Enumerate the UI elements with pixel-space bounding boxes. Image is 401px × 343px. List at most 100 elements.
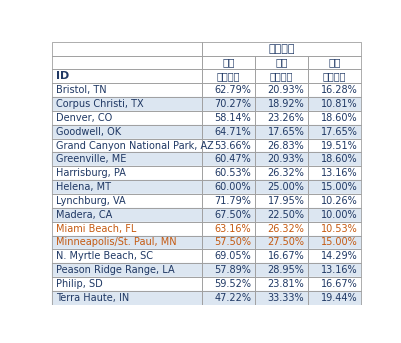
Polygon shape (52, 291, 201, 305)
Polygon shape (201, 152, 254, 166)
Text: 63.16%: 63.16% (214, 224, 251, 234)
Polygon shape (307, 111, 360, 125)
Text: 18.60%: 18.60% (320, 113, 356, 123)
Text: 行百分比: 行百分比 (216, 71, 239, 81)
Text: 19.44%: 19.44% (320, 293, 356, 303)
Text: Denver, CO: Denver, CO (55, 113, 111, 123)
Text: 70.27%: 70.27% (214, 99, 251, 109)
Text: 15.00%: 15.00% (320, 237, 356, 247)
Polygon shape (52, 208, 201, 222)
Polygon shape (307, 222, 360, 236)
Text: Bristol, TN: Bristol, TN (55, 85, 106, 95)
Polygon shape (201, 69, 254, 83)
Text: 64.71%: 64.71% (214, 127, 251, 137)
Polygon shape (201, 56, 254, 69)
Text: 20.93%: 20.93% (267, 154, 304, 164)
Text: ID: ID (55, 71, 69, 81)
Polygon shape (254, 125, 307, 139)
Polygon shape (307, 125, 360, 139)
Text: 18.92%: 18.92% (267, 99, 304, 109)
Text: 59.52%: 59.52% (214, 279, 251, 289)
Polygon shape (254, 111, 307, 125)
Text: Terra Haute, IN: Terra Haute, IN (55, 293, 128, 303)
Text: 23.81%: 23.81% (267, 279, 304, 289)
Polygon shape (307, 236, 360, 249)
Polygon shape (52, 97, 201, 111)
Polygon shape (52, 222, 201, 236)
Text: 17.65%: 17.65% (267, 127, 304, 137)
Text: 18.60%: 18.60% (320, 154, 356, 164)
Text: Peason Ridge Range, LA: Peason Ridge Range, LA (55, 265, 174, 275)
Text: Grand Canyon National Park, AZ: Grand Canyon National Park, AZ (55, 141, 213, 151)
Text: 10.26%: 10.26% (320, 196, 356, 206)
Text: 19.51%: 19.51% (320, 141, 356, 151)
Text: 15.00%: 15.00% (320, 182, 356, 192)
Text: 割点验证: 割点验证 (267, 44, 294, 54)
Polygon shape (254, 97, 307, 111)
Text: Madera, CA: Madera, CA (55, 210, 111, 220)
Polygon shape (52, 56, 201, 69)
Polygon shape (254, 180, 307, 194)
Polygon shape (254, 166, 307, 180)
Text: 14.29%: 14.29% (320, 251, 356, 261)
Polygon shape (201, 42, 360, 56)
Text: Miami Beach, FL: Miami Beach, FL (55, 224, 136, 234)
Polygon shape (307, 97, 360, 111)
Polygon shape (307, 194, 360, 208)
Text: Minneapolis/St. Paul, MN: Minneapolis/St. Paul, MN (55, 237, 176, 247)
Text: 23.26%: 23.26% (267, 113, 304, 123)
Polygon shape (254, 277, 307, 291)
Polygon shape (307, 166, 360, 180)
Text: 13.16%: 13.16% (320, 168, 356, 178)
Polygon shape (201, 236, 254, 249)
Text: N. Myrtle Beach, SC: N. Myrtle Beach, SC (55, 251, 152, 261)
Text: 71.79%: 71.79% (214, 196, 251, 206)
Text: 69.05%: 69.05% (214, 251, 251, 261)
Polygon shape (52, 166, 201, 180)
Text: Helena, MT: Helena, MT (55, 182, 110, 192)
Text: 28.95%: 28.95% (267, 265, 304, 275)
Polygon shape (254, 291, 307, 305)
Polygon shape (307, 249, 360, 263)
Polygon shape (307, 83, 360, 97)
Text: 22.50%: 22.50% (267, 210, 304, 220)
Polygon shape (52, 263, 201, 277)
Polygon shape (201, 249, 254, 263)
Text: 行百分比: 行百分比 (269, 71, 293, 81)
Polygon shape (254, 222, 307, 236)
Polygon shape (307, 291, 360, 305)
Text: 行百分比: 行百分比 (322, 71, 346, 81)
Text: 67.50%: 67.50% (214, 210, 251, 220)
Text: 25.00%: 25.00% (267, 182, 304, 192)
Text: 27.50%: 27.50% (267, 237, 304, 247)
Text: 16.28%: 16.28% (320, 85, 356, 95)
Polygon shape (52, 111, 201, 125)
Polygon shape (201, 83, 254, 97)
Text: 训练: 训练 (222, 58, 234, 68)
Polygon shape (52, 139, 201, 152)
Polygon shape (52, 249, 201, 263)
Text: Harrisburg, PA: Harrisburg, PA (55, 168, 125, 178)
Text: Goodwell, OK: Goodwell, OK (55, 127, 120, 137)
Polygon shape (254, 152, 307, 166)
Polygon shape (201, 166, 254, 180)
Polygon shape (201, 277, 254, 291)
Polygon shape (307, 56, 360, 69)
Text: 60.00%: 60.00% (214, 182, 251, 192)
Polygon shape (307, 277, 360, 291)
Polygon shape (201, 111, 254, 125)
Polygon shape (307, 180, 360, 194)
Text: 33.33%: 33.33% (267, 293, 304, 303)
Polygon shape (201, 263, 254, 277)
Polygon shape (307, 152, 360, 166)
Polygon shape (52, 194, 201, 208)
Polygon shape (52, 42, 201, 56)
Text: Corpus Christi, TX: Corpus Christi, TX (55, 99, 143, 109)
Polygon shape (201, 97, 254, 111)
Text: Philip, SD: Philip, SD (55, 279, 102, 289)
Polygon shape (307, 208, 360, 222)
Text: 26.32%: 26.32% (267, 168, 304, 178)
Text: 测试: 测试 (328, 58, 340, 68)
Text: 60.53%: 60.53% (214, 168, 251, 178)
Polygon shape (254, 69, 307, 83)
